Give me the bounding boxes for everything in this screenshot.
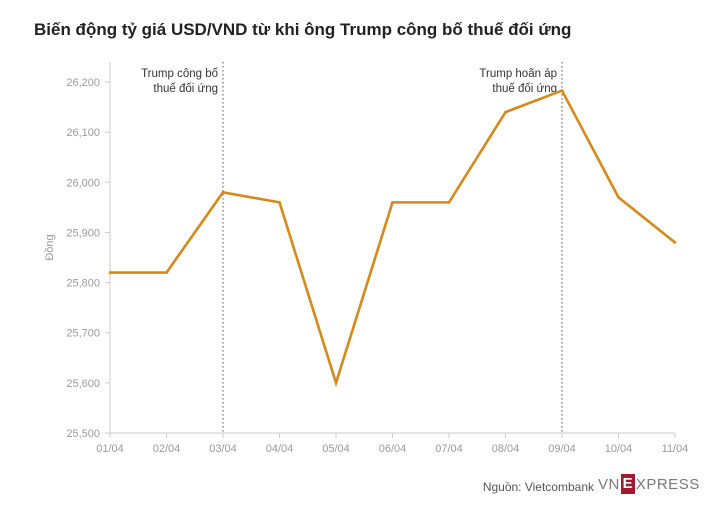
logo-right: XPRESS: [635, 475, 700, 493]
x-tick-label: 01/04: [96, 443, 124, 455]
x-tick-label: 07/04: [435, 443, 463, 455]
logo-mark: E: [620, 474, 635, 494]
data-point: [334, 381, 338, 385]
x-tick-label: 06/04: [379, 443, 407, 455]
y-tick-label: 25,900: [66, 227, 100, 239]
source-note: Nguồn: Vietcombank: [482, 480, 594, 494]
logo-left: VN: [598, 475, 620, 493]
data-point: [617, 196, 620, 199]
x-tick-label: 03/04: [209, 443, 237, 455]
x-tick-label: 11/04: [662, 443, 689, 455]
data-point: [560, 89, 564, 92]
annotation-label: thuế đối ứng: [153, 83, 218, 95]
x-tick-label: 04/04: [266, 443, 294, 455]
series-line: [110, 88, 676, 388]
data-point: [108, 271, 112, 274]
y-tick-label: 25,800: [66, 278, 100, 290]
series: [108, 88, 677, 388]
data-point: [165, 271, 168, 274]
y-tick-label: 25,500: [66, 428, 100, 440]
annotation-label: thuế đối ứng: [492, 83, 557, 95]
y-tick-label: 26,000: [66, 177, 100, 189]
data-point: [504, 110, 507, 114]
x-tick-label: 10/04: [605, 443, 633, 455]
data-point: [447, 201, 451, 204]
data-point: [673, 241, 677, 244]
x-tick-label: 09/04: [548, 443, 576, 455]
data-point: [391, 201, 394, 204]
y-tick-label: 25,700: [66, 328, 100, 340]
x-tick-label: 08/04: [492, 443, 520, 455]
axes: 25,500 25,600 25,700 25,800 25,900 26,000 26,1…: [44, 62, 688, 455]
data-point: [278, 201, 281, 204]
vnexpress-logo: VN E XPRESS: [598, 474, 700, 494]
annotations: Trump công bố thuế đối ứng Trump hoãn áp th…: [141, 62, 563, 433]
annotation-label: Trump hoãn áp: [479, 68, 557, 80]
y-tick-label: 26,200: [66, 77, 100, 89]
data-point: [221, 191, 225, 194]
annotation-label: Trump công bố: [141, 68, 219, 80]
y-axis-label: Đồng: [44, 234, 56, 260]
x-tick-label: 02/04: [153, 443, 181, 455]
chart-title: Biến động tỷ giá USD/VND từ khi ông Trum…: [34, 20, 572, 39]
y-tick-label: 26,100: [66, 127, 100, 139]
x-tick-label: 05/04: [322, 443, 350, 455]
y-tick-label: 25,600: [66, 378, 100, 390]
